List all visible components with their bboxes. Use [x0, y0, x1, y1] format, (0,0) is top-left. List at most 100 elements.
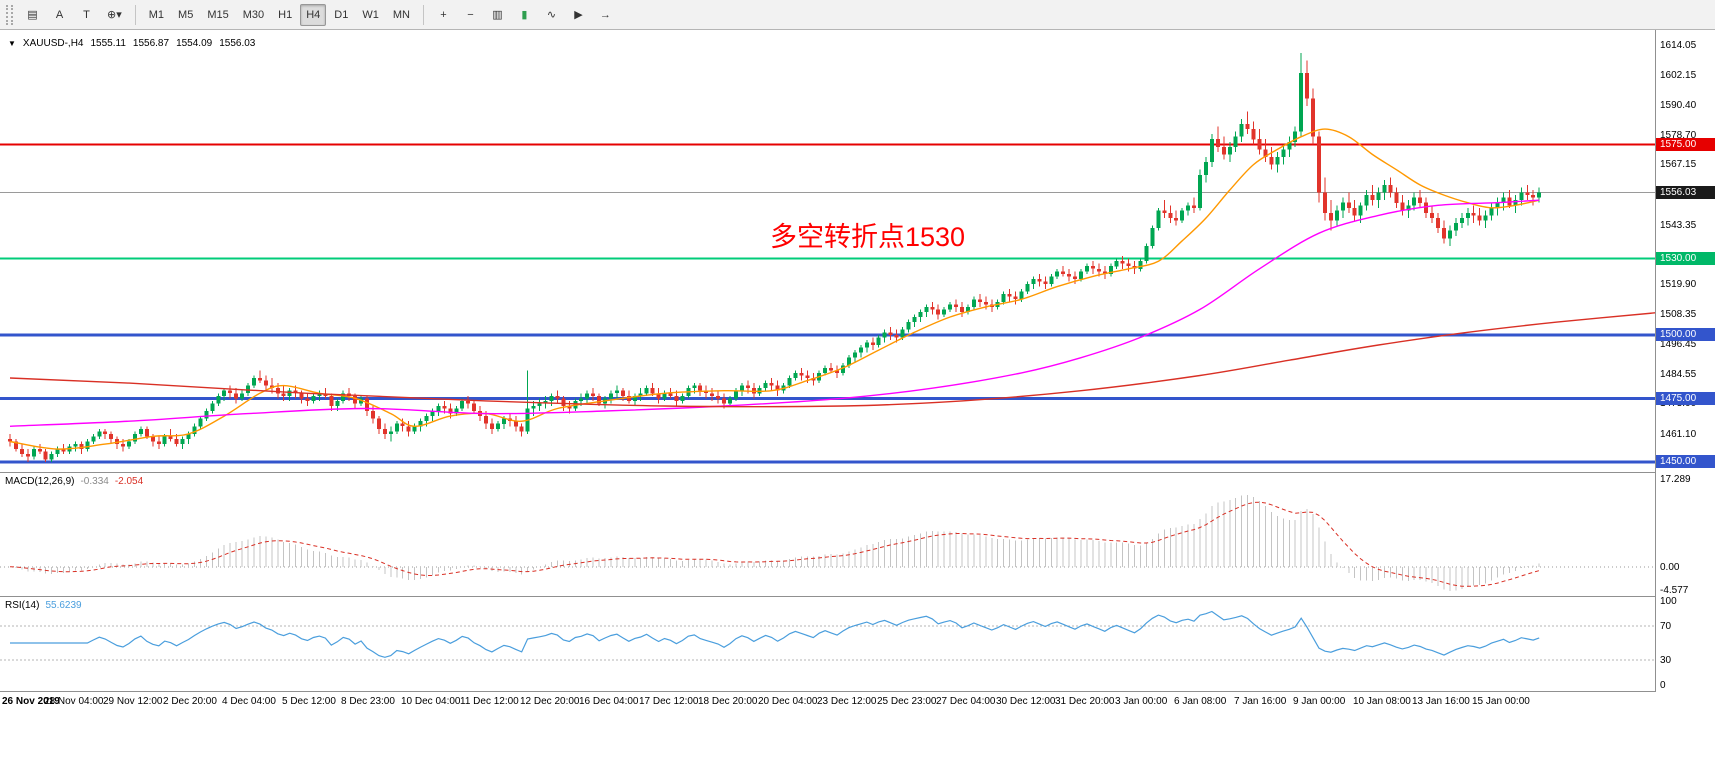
time-axis-label: 3 Jan 00:00 [1115, 696, 1168, 707]
timeframe-m1[interactable]: M1 [148, 8, 165, 21]
timeframe-m15[interactable]: M15 [207, 8, 229, 21]
time-axis-label: 6 Jan 08:00 [1174, 696, 1227, 707]
chart-annotation: 多空转折点1530 [770, 222, 966, 252]
macd-chart[interactable] [0, 473, 1655, 596]
bar-chart-icon[interactable]: ▥ [492, 9, 503, 21]
toolbar-right-icons: + − ▥ ▮ ∿ ▶ → [430, 4, 619, 26]
price-badge: 1530.00 [1656, 252, 1715, 266]
time-axis-label: 18 Dec 20:00 [698, 696, 758, 707]
axis-label: 30 [1660, 654, 1672, 666]
time-axis-label: 30 Dec 12:00 [996, 696, 1056, 707]
time-axis-label: 10 Jan 08:00 [1353, 696, 1411, 707]
timeframe-m5[interactable]: M5 [178, 8, 194, 21]
chevron-down-icon[interactable]: ▼ [8, 39, 16, 48]
main-chart-panel: ▼ XAUUSD-,H4 1555.11 1556.87 1554.09 155… [0, 30, 1715, 473]
timeframe-d1[interactable]: D1 [334, 8, 349, 21]
axis-label: 0 [1660, 680, 1666, 691]
time-axis-label: 28 Nov 04:00 [44, 696, 104, 707]
rsi-value: 55.6239 [45, 600, 82, 611]
chart-ohlc-info: ▼ XAUUSD-,H4 1555.11 1556.87 1554.09 155… [8, 38, 255, 49]
time-axis-label: 29 Nov 12:00 [103, 696, 163, 707]
toolbar-separator [134, 4, 136, 25]
line-chart-icon[interactable]: ∿ [546, 9, 557, 21]
macd-indicator-label: MACD(12,26,9) -0.334 -2.054 [5, 476, 143, 487]
draw-tools-dropdown-icon[interactable]: ⊕▾ [107, 9, 122, 21]
time-axis-label: 5 Dec 12:00 [282, 696, 336, 707]
axis-label: 1484.55 [1660, 369, 1697, 381]
macd-panel: MACD(12,26,9) -0.334 -2.054 [0, 473, 1715, 597]
time-axis-label: 17 Dec 12:00 [639, 696, 699, 707]
axis-label: 1567.15 [1660, 159, 1697, 171]
price-badge: 1475.00 [1656, 391, 1715, 405]
symbol-timeframe-label: XAUUSD-,H4 [22, 38, 84, 49]
axis-label: 1519.90 [1660, 279, 1697, 291]
time-axis-label: 20 Dec 04:00 [758, 696, 818, 707]
macd-name: MACD(12,26,9) [5, 476, 75, 487]
axis-label: 1614.05 [1660, 40, 1697, 52]
time-axis[interactable]: 26 Nov 2019 28 Nov 04:00 29 Nov 12:00 2 Dec… [0, 692, 1655, 712]
time-axis-label: 11 Dec 12:00 [460, 696, 519, 707]
time-axis-label: 12 Dec 20:00 [520, 696, 580, 707]
zoom-out-icon[interactable]: − [467, 8, 474, 21]
macd-main-value: -0.334 [80, 476, 109, 487]
price-axis[interactable]: 1614.05 1602.15 1590.40 1578.70 1567.15 1543.… [1655, 30, 1715, 692]
time-axis-label: 26 Nov 2019 [2, 696, 60, 707]
axis-label: -4.577 [1660, 585, 1689, 596]
axis-label: 100 [1660, 596, 1677, 607]
axis-label: 1461.10 [1660, 428, 1697, 440]
rsi-chart[interactable] [0, 597, 1655, 691]
time-axis-label: 8 Dec 23:00 [341, 696, 395, 707]
rsi-name: RSI(14) [5, 600, 40, 611]
axis-label: 1578.70 [1660, 129, 1697, 141]
axis-label: 1508.35 [1660, 308, 1697, 320]
time-axis-label: 10 Dec 04:00 [401, 696, 461, 707]
price-badge: 1500.00 [1656, 328, 1715, 342]
axis-label: 1543.35 [1660, 219, 1697, 231]
time-axis-label: 4 Dec 04:00 [222, 696, 276, 707]
timeframe-m30[interactable]: M30 [242, 8, 265, 21]
toolbar: ▤ A T ⊕▾ M1 M5 M15 M30 H1 H4 D1 W1 MN + − ▥ ▮ ∿ ▶ → [0, 0, 1715, 30]
price-badge: 1450.00 [1656, 455, 1715, 469]
ohlc-open: 1555.11 [90, 38, 126, 49]
text-tool-icon[interactable]: T [83, 8, 90, 21]
rsi-panel: RSI(14) 55.6239 [0, 597, 1715, 692]
candlestick-chart[interactable] [0, 30, 1655, 472]
toolbar-grip[interactable] [6, 4, 13, 25]
ohlc-high: 1556.87 [132, 38, 170, 49]
auto-scroll-icon[interactable]: ▶ [574, 9, 583, 21]
price-badge: 1556.03 [1656, 186, 1715, 199]
toolbar-separator [422, 4, 424, 25]
time-axis-label: 2 Dec 20:00 [163, 696, 217, 707]
time-axis-label: 13 Jan 16:00 [1412, 696, 1470, 707]
timeframe-buttons: M1 M5 M15 M30 H1 H4 D1 W1 MN [142, 3, 417, 26]
time-axis-label: 31 Dec 20:00 [1055, 696, 1115, 707]
charts-list-icon[interactable]: ▤ [27, 9, 38, 21]
label-a-icon[interactable]: A [55, 8, 64, 21]
timeframe-h4[interactable]: H4 [300, 3, 327, 26]
zoom-in-icon[interactable]: + [440, 8, 447, 21]
candlestick-icon[interactable]: ▮ [521, 9, 528, 21]
time-axis-label: 23 Dec 12:00 [817, 696, 877, 707]
chart-area: ▼ XAUUSD-,H4 1555.11 1556.87 1554.09 155… [0, 30, 1715, 781]
time-axis-label: 25 Dec 23:00 [877, 696, 937, 707]
macd-signal-value: -2.054 [114, 476, 144, 487]
axis-label: 1602.15 [1660, 70, 1697, 82]
chart-shift-icon[interactable]: → [599, 8, 611, 21]
toolbar-left-icons: ▤ A T ⊕▾ [19, 4, 129, 26]
axis-label: 1496.45 [1660, 338, 1697, 350]
time-axis-label: 16 Dec 04:00 [579, 696, 639, 707]
time-axis-label: 15 Jan 00:00 [1472, 696, 1530, 707]
rsi-indicator-label: RSI(14) 55.6239 [5, 600, 82, 611]
axis-label: 1590.40 [1660, 100, 1697, 112]
axis-label: 0.00 [1660, 561, 1680, 573]
timeframe-h1[interactable]: H1 [278, 8, 293, 21]
axis-label: 70 [1660, 621, 1672, 633]
axis-label: 17.289 [1660, 474, 1691, 485]
time-axis-label: 9 Jan 00:00 [1293, 696, 1346, 707]
timeframe-mn[interactable]: MN [392, 8, 410, 21]
time-axis-label: 27 Dec 04:00 [936, 696, 996, 707]
timeframe-w1[interactable]: W1 [362, 8, 379, 21]
ohlc-low: 1554.09 [176, 38, 213, 49]
price-badge: 1575.00 [1656, 137, 1715, 151]
